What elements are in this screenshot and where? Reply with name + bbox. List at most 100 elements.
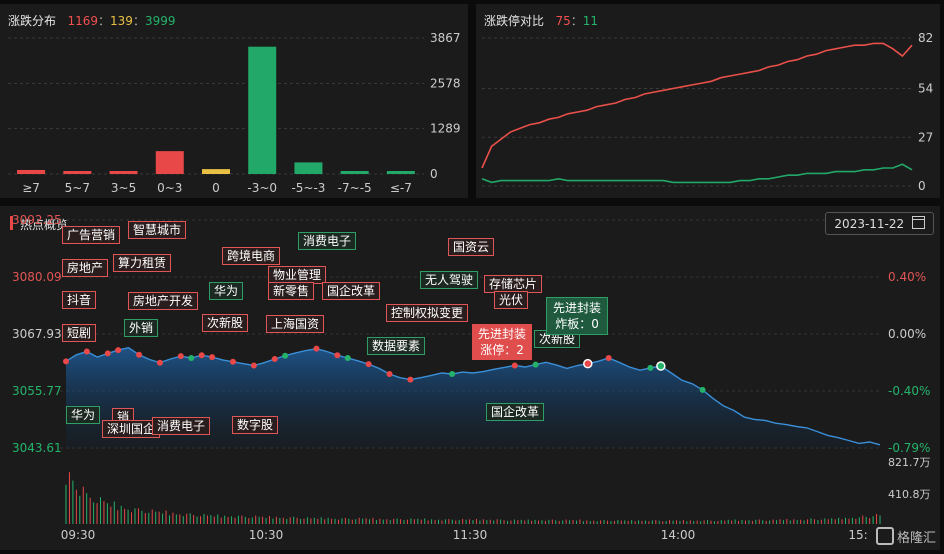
hot-red-dot [407,376,414,383]
hot-red-dot [229,358,236,365]
hot-tag[interactable]: 数字股 [232,416,279,434]
hot-selected-red-dot [583,358,593,369]
hot-red-dot [198,352,205,359]
hot-tag[interactable]: 国企改革 [322,282,381,300]
hot-red-dot [334,352,341,359]
hot-tag[interactable]: 跨境电商 [222,247,281,265]
dist-xtick-label: ≥7 [22,181,40,195]
hot-time-label: 10:30 [249,528,284,542]
hot-tag[interactable]: 广告营销 [62,226,121,244]
dist-bar [248,46,277,174]
hot-tag[interactable]: 智慧城市 [128,221,187,239]
hot-price-label: 3080.09 [12,270,62,284]
dist-xtick-label: 0 [212,181,220,195]
big-green-line2: 炸板：0 [555,317,599,331]
dist-bar [340,171,369,174]
hot-tag[interactable]: 消费电子 [152,417,211,435]
big-green-line1: 先进封装 [553,301,602,315]
limit-title: 涨跌停对比 [484,14,545,28]
dist-title-row: 涨跌分布 1169：139：3999 [8,12,176,29]
hot-pct-label: 0.40% [888,270,926,284]
hot-red-dot [250,362,257,369]
hot-tag[interactable]: 抖音 [62,291,97,309]
dist-xtick-label: 5~7 [65,181,90,195]
hot-tag[interactable]: 短剧 [62,324,97,342]
hot-tag[interactable]: 算力租赁 [113,254,172,272]
hot-red-dot [511,362,518,369]
hot-time-label: 14:00 [661,528,696,542]
hot-tag[interactable]: 上海国资 [266,315,325,333]
hot-green-dot [344,355,351,362]
hot-tag[interactable]: 消费电子 [298,232,357,250]
hot-time-label: 15: [848,528,867,542]
hot-pct-label: -0.40% [888,384,930,398]
dist-up-count: 1169 [67,14,99,28]
dist-panel: 涨跌分布 1169：139：3999 0 1289 2578 3867 ≥7 5~7 3~5… [0,4,468,198]
hot-tag[interactable]: 国企改革 [486,403,545,421]
hot-price-label: 3067.93 [12,327,62,341]
hot-tag[interactable]: 数据要素 [367,337,426,355]
hot-tag[interactable]: 新零售 [268,282,315,300]
date-value: 2023-11-22 [834,217,905,231]
hot-green-dot [699,386,706,393]
hot-tag[interactable]: 国资云 [448,238,495,256]
hot-red-dot [271,355,278,362]
hot-vol-label: 410.8万 [888,488,931,501]
limit-ytick-label: 27 [918,130,933,144]
hot-tag[interactable]: 光伏 [494,291,529,309]
hot-tag[interactable]: 华为 [66,406,101,424]
dist-xtick-label: 3~5 [111,181,136,195]
dist-down-count: 3999 [144,14,176,28]
hot-tag[interactable]: 房地产开发 [128,292,199,310]
limit-title-row: 涨跌停对比 75：11 [484,12,598,29]
hot-tag[interactable]: 外销 [124,319,159,337]
limit-up-count: 75 [555,14,571,28]
dist-chart: 0 1289 2578 3867 ≥7 5~7 3~5 0~3 0 -3~0 -5~-3 -7~-5 ≤… [8,31,461,195]
hot-tag-big-red[interactable]: 先进封装 涨停：2 [472,324,533,360]
hot-red-dot [63,358,69,365]
limit-down-line [481,163,913,184]
hot-pct-label: 0.00% [888,327,926,341]
hot-red-dot [177,353,184,360]
dist-bar [386,171,415,174]
big-red-line1: 先进封装 [478,327,527,341]
hot-tag[interactable]: 房地产 [62,259,109,277]
hot-chart: 3092.250.79%3080.090.40%3067.930.00%3055… [12,213,931,542]
limit-chart: 0 27 54 82 [481,31,933,193]
dist-xtick-label: -5~-3 [291,181,325,195]
dist-ytick-label: 3867 [430,31,461,45]
sep: ： [570,14,583,28]
hot-red-dot [209,354,216,361]
watermark-icon [875,527,894,545]
hot-tag[interactable]: 深圳国企 [102,420,161,438]
hot-pct-label: -0.79% [888,441,930,455]
hot-tag[interactable]: 无人驾驶 [420,271,479,289]
big-red-line2: 涨停：2 [480,343,524,357]
hot-tag-big-green[interactable]: 先进封装 炸板：0 [546,297,609,335]
dist-xtick-label: -7~-5 [338,181,372,195]
limit-ytick-label: 82 [918,31,933,45]
dist-xtick-label: 0~3 [157,181,182,195]
dist-xtick-label: ≤-7 [390,181,412,195]
hot-red-dot [313,345,320,352]
hot-tag[interactable]: 次新股 [202,314,249,332]
hot-green-dot [188,355,195,362]
dist-flat-count: 139 [110,14,133,28]
sep: ： [132,14,145,28]
hot-red-dot [605,355,612,362]
hot-green-dot [449,370,456,377]
date-picker[interactable]: 2023-11-22 [825,212,934,235]
hot-green-dot [532,361,539,368]
dist-xtick-label: -3~0 [247,181,277,195]
dist-bar [202,169,230,174]
limit-ytick-label: 54 [918,82,933,96]
dist-bar [17,169,46,174]
hot-tag[interactable]: 物业管理 [268,266,327,284]
hot-selected-green-dot [656,361,666,371]
hot-tag[interactable]: 存储芯片 [484,275,543,293]
hot-tag[interactable]: 华为 [209,282,244,300]
hot-price-label: 3092.25 [12,213,62,227]
hot-tag[interactable]: 控制权拟变更 [386,304,469,322]
hot-red-dot [115,347,122,354]
hot-red-dot [104,350,111,357]
